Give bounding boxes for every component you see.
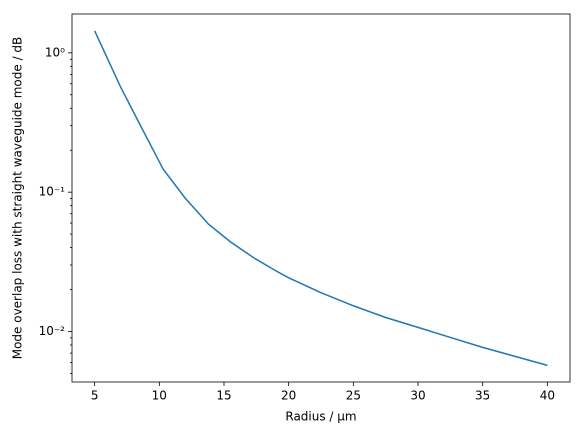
x-tick-label: 15 <box>216 389 231 403</box>
plot-frame <box>71 13 571 383</box>
x-tick-label: 35 <box>475 389 490 403</box>
x-tick-label: 40 <box>540 389 555 403</box>
y-tick-label: 10⁰ <box>45 45 65 59</box>
x-tick-label: 20 <box>281 389 296 403</box>
x-tick-label: 25 <box>346 389 361 403</box>
x-tick-label: 30 <box>410 389 425 403</box>
y-axis-label: Mode overlap loss with straight waveguid… <box>11 37 25 360</box>
y-tick-label: 10⁻¹ <box>39 185 66 199</box>
y-tick-label: 10⁻² <box>39 324 66 338</box>
line-series <box>93 30 548 367</box>
x-tick-label: 10 <box>152 389 167 403</box>
x-axis-label: Radius / µm <box>285 410 356 424</box>
x-tick-label: 5 <box>91 389 99 403</box>
